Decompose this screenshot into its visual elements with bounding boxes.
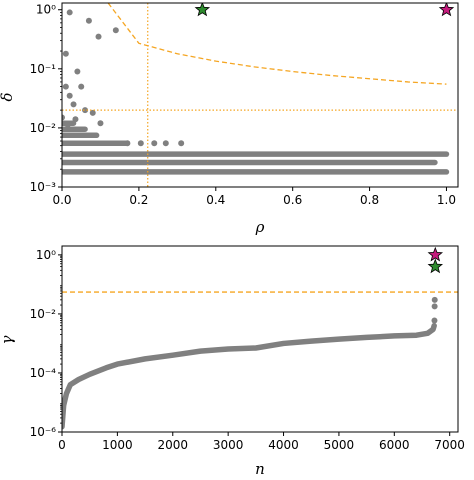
delta-rho-y-tick-label: 10⁰ <box>36 3 56 17</box>
delta-rho-ticks: 0.0 0.2 0.4 0.6 0.8 1.0 10⁻³ 10⁻² 10⁻¹ 10⁰ <box>30 3 456 207</box>
scatter-point <box>66 9 73 16</box>
cluster-center-star <box>194 3 211 17</box>
gamma-n-y-tick-label: 10⁻⁶ <box>30 425 57 439</box>
gamma-n-plot-area <box>62 246 458 430</box>
delta-rho-y-tick-label: 10⁻² <box>30 121 57 135</box>
gamma-axis-label: γ <box>0 335 16 344</box>
delta-rho-y-tick-label: 10⁻¹ <box>30 62 57 76</box>
scatter-point <box>62 83 69 90</box>
delta-axis-label: δ <box>0 92 16 101</box>
gamma-n-x-tick-label: 4000 <box>268 438 299 452</box>
delta-rho-x-tick-label: 1.0 <box>437 193 456 207</box>
scatter-point <box>124 140 131 147</box>
cluster-center-star <box>438 3 455 17</box>
scatter-point <box>74 68 81 75</box>
delta-rho-y-tick-label: 10⁻³ <box>30 180 57 194</box>
gamma-n-ticks: 0 1000 2000 3000 4000 5000 6000 7000 10⁻⁶ 10⁻⁴ 10⁻… <box>30 248 465 452</box>
delta-rho-panel: 0.0 0.2 0.4 0.6 0.8 1.0 10⁻³ 10⁻² 10⁻¹ 10⁰ ρ δ <box>0 2 459 236</box>
gamma-n-panel: 0 1000 2000 3000 4000 5000 6000 7000 10⁻⁶ 10⁻⁴ 10⁻… <box>0 245 465 478</box>
delta-rho-x-tick-label: 0.2 <box>129 193 148 207</box>
gamma-n-x-tick-label: 3000 <box>213 438 244 452</box>
scatter-point <box>112 27 119 34</box>
gamma-n-x-tick-label: 2000 <box>157 438 188 452</box>
gamma-n-y-tick-label: 10⁻⁴ <box>30 366 57 380</box>
decision-curve <box>107 3 447 85</box>
cluster-center-star <box>427 258 444 274</box>
scatter-point <box>66 92 73 99</box>
scatter-point <box>137 140 144 147</box>
rho-axis-label: ρ <box>255 218 265 236</box>
gamma-outlier-point <box>431 296 438 303</box>
gamma-sequence <box>62 322 437 430</box>
gamma-outlier-point <box>431 303 438 310</box>
gamma-n-x-tick-label: 6000 <box>379 438 410 452</box>
delta-rho-x-tick-label: 0.8 <box>360 193 379 207</box>
scatter-point <box>70 101 77 108</box>
scatter-point <box>178 140 185 147</box>
gamma-n-marks <box>62 246 458 430</box>
delta-rho-x-tick-label: 0.6 <box>283 193 302 207</box>
scatter-point <box>62 50 69 57</box>
gamma-n-x-tick-label: 7000 <box>434 438 465 452</box>
delta-rho-x-tick-label: 0.4 <box>206 193 225 207</box>
scatter-point <box>85 17 92 24</box>
scatter-point <box>162 140 169 147</box>
delta-rho-plot-area <box>62 3 458 187</box>
n-axis-label: n <box>255 460 265 478</box>
scatter-point <box>82 107 89 114</box>
scatter-point <box>95 33 102 40</box>
delta-rho-frame <box>61 2 459 188</box>
gamma-outlier-point <box>431 317 438 324</box>
scatter-point <box>151 140 158 147</box>
cluster-center-star <box>427 246 444 262</box>
gamma-n-y-tick-label: 10⁰ <box>36 248 56 262</box>
scatter-point <box>62 114 65 121</box>
scatter-point <box>64 124 71 131</box>
gamma-n-x-tick-label: 1000 <box>102 438 133 452</box>
gamma-n-frame <box>61 245 459 433</box>
scatter-point <box>97 120 104 127</box>
gamma-n-x-tick-label: 5000 <box>324 438 355 452</box>
scatter-point <box>89 109 96 116</box>
scatter-point <box>72 116 79 123</box>
gamma-n-x-tick-label: 0 <box>58 438 66 452</box>
delta-rho-x-tick-label: 0.0 <box>52 193 71 207</box>
scatter-point <box>78 83 85 90</box>
gamma-n-y-tick-label: 10⁻² <box>30 307 57 321</box>
delta-rho-marks <box>62 3 458 187</box>
